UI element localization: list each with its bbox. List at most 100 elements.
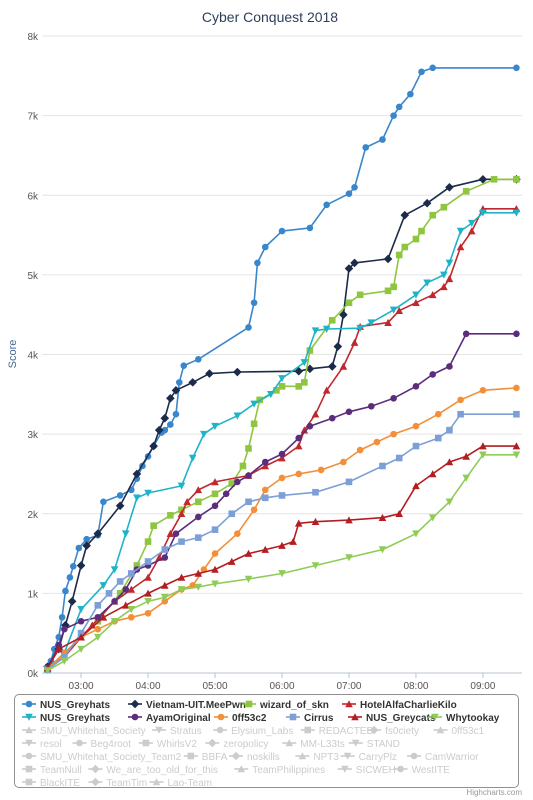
data-point bbox=[311, 562, 320, 570]
data-point bbox=[194, 534, 202, 541]
data-point bbox=[250, 420, 258, 428]
data-point bbox=[434, 410, 442, 418]
data-point bbox=[178, 506, 185, 514]
legend-item[interactable]: noskills bbox=[229, 751, 280, 763]
legend-item[interactable]: STAND bbox=[348, 739, 400, 750]
legend-item[interactable]: NUS_Greycats bbox=[348, 713, 436, 724]
legend-item[interactable]: WhirlsV2 bbox=[138, 739, 197, 750]
data-point bbox=[428, 290, 437, 299]
legend-item[interactable]: NPT3 bbox=[295, 752, 339, 763]
data-point bbox=[121, 601, 130, 609]
legend-marker bbox=[298, 752, 307, 760]
data-point bbox=[456, 243, 465, 251]
legend-item[interactable]: SICWEH bbox=[337, 765, 396, 776]
legend-item[interactable]: TeamNull bbox=[22, 765, 82, 776]
legend[interactable]: NUS_Greyhats Vietnam-UIT.MeePwn wizard_of_… bbox=[22, 699, 500, 789]
data-point bbox=[422, 198, 432, 208]
legend-item[interactable]: NUS_Greyhats bbox=[22, 713, 110, 724]
data-point bbox=[111, 598, 118, 605]
legend-label: fs0ciety bbox=[385, 726, 419, 737]
data-point bbox=[261, 458, 269, 466]
legend-item[interactable]: Vietnam-UIT.MeePwn bbox=[128, 699, 246, 711]
legend-item[interactable]: REDACTED bbox=[300, 726, 374, 737]
data-point bbox=[429, 64, 436, 72]
legend-item[interactable]: WestITE bbox=[393, 765, 450, 776]
legend-label: 0ff53c1 bbox=[452, 726, 485, 737]
series-10 bbox=[43, 451, 521, 675]
legend-marker bbox=[345, 700, 353, 708]
data-point bbox=[462, 330, 470, 338]
legend-item[interactable]: CarryPlz bbox=[340, 752, 397, 763]
data-point bbox=[401, 243, 409, 251]
y-tick-label: 8k bbox=[27, 32, 39, 43]
data-point bbox=[379, 136, 386, 143]
legend-item[interactable]: Beg4root bbox=[72, 739, 132, 750]
legend-item[interactable]: wizard_of_skn bbox=[242, 700, 329, 711]
data-point bbox=[295, 383, 303, 390]
legend-item[interactable]: BlackITE bbox=[22, 778, 80, 789]
legend-label: BlackITE bbox=[40, 778, 80, 789]
data-point bbox=[379, 462, 386, 470]
legend-item[interactable]: 0ff53c2 bbox=[214, 713, 267, 724]
legend-label: WestITE bbox=[412, 765, 450, 776]
legend-item[interactable]: BBFA bbox=[183, 752, 228, 763]
legend-item[interactable]: TeamPhilippines bbox=[234, 765, 325, 776]
legend-item[interactable]: MM-L33ts bbox=[282, 739, 345, 750]
data-point bbox=[378, 513, 387, 522]
data-point bbox=[513, 330, 520, 338]
data-point bbox=[513, 410, 520, 418]
legend-marker bbox=[289, 713, 297, 721]
data-point bbox=[278, 375, 286, 383]
y-tick-label: 7k bbox=[27, 112, 39, 123]
legend-item[interactable]: CamWarrior bbox=[407, 752, 479, 763]
legend-item[interactable]: HotelAlfaCharlieKilo bbox=[342, 700, 457, 711]
data-point bbox=[178, 538, 185, 545]
data-point bbox=[250, 299, 258, 307]
data-point bbox=[75, 544, 83, 552]
data-point bbox=[58, 613, 66, 621]
legend-item[interactable]: zeropolicy bbox=[205, 738, 268, 750]
legend-item[interactable]: SMU_Whitehat_Society bbox=[22, 726, 146, 737]
data-point bbox=[356, 291, 364, 299]
data-point bbox=[278, 570, 286, 578]
legend-marker bbox=[216, 726, 224, 734]
data-point bbox=[412, 383, 420, 390]
legend-item[interactable]: AyamOriginal bbox=[128, 713, 211, 724]
data-point bbox=[512, 442, 521, 450]
legend-marker bbox=[369, 725, 379, 735]
y-tick-label: 1k bbox=[27, 589, 39, 600]
legend-marker bbox=[431, 713, 439, 721]
legend-label: TeamPhilippines bbox=[252, 765, 325, 776]
data-point bbox=[311, 517, 320, 526]
legend-item[interactable]: resol bbox=[22, 739, 62, 750]
data-point bbox=[345, 408, 353, 416]
legend-item[interactable]: SMU_Whitehat_Society_Team2 bbox=[22, 752, 182, 763]
data-point bbox=[278, 492, 286, 499]
legend-item[interactable]: We_are_too_old_for_this bbox=[88, 764, 218, 776]
legend-label: AyamOriginal bbox=[146, 713, 211, 724]
legend-item[interactable]: Stratus bbox=[152, 726, 202, 737]
legend-item[interactable]: NUS_Greyhats bbox=[22, 700, 110, 711]
legend-item[interactable]: 0ff53c1 bbox=[433, 726, 485, 737]
data-point bbox=[261, 243, 269, 251]
legend-item[interactable]: Cirrus bbox=[286, 713, 334, 724]
data-point bbox=[172, 410, 180, 418]
data-point bbox=[395, 306, 404, 315]
legend-label: TeamTim bbox=[106, 778, 147, 789]
legend-marker bbox=[25, 700, 33, 708]
data-point bbox=[267, 391, 275, 399]
data-point bbox=[77, 629, 85, 637]
legend-marker bbox=[131, 713, 139, 721]
legend-label: Elysium_Labs bbox=[231, 726, 293, 737]
data-point bbox=[188, 378, 197, 387]
data-point bbox=[300, 426, 309, 434]
data-point bbox=[254, 259, 261, 267]
legend-item[interactable]: Whytookay bbox=[428, 713, 500, 724]
data-point bbox=[177, 573, 186, 581]
legend-item[interactable]: fs0ciety bbox=[367, 725, 419, 737]
legend-item[interactable]: TeamTim bbox=[88, 777, 147, 789]
data-point bbox=[244, 575, 253, 583]
legend-item[interactable]: Lao-Team bbox=[149, 778, 212, 789]
legend-item[interactable]: Elysium_Labs bbox=[213, 726, 293, 737]
